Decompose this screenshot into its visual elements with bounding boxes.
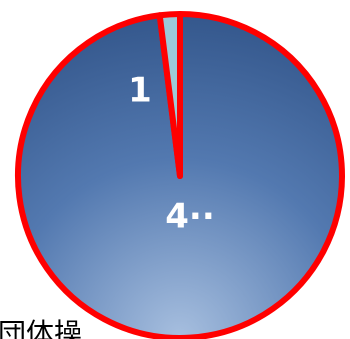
caption: 団体操 xyxy=(0,317,82,339)
data-label: 1 xyxy=(128,71,152,111)
pie: 4·· 1 xyxy=(15,11,345,339)
data-label: 4·· xyxy=(165,197,215,237)
pie-slice xyxy=(156,11,183,179)
